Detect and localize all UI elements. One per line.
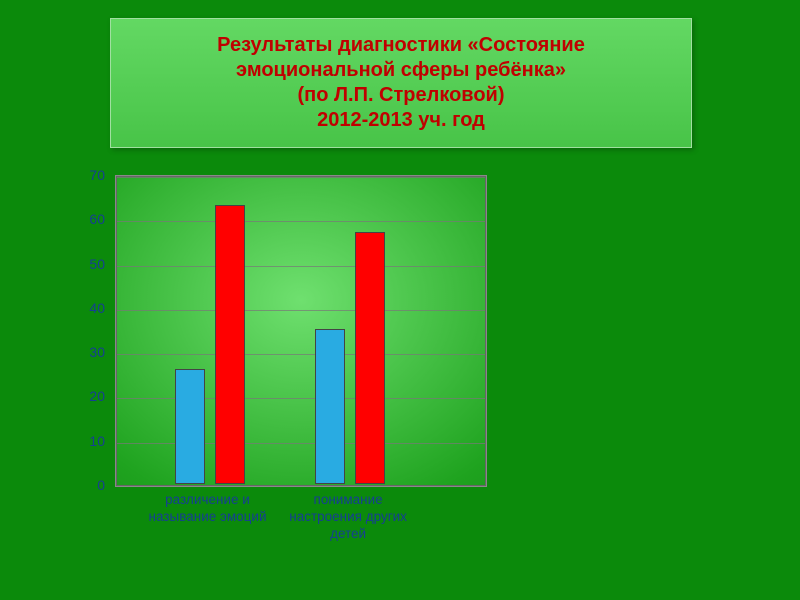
y-tick-label: 10 <box>65 433 105 449</box>
y-tick-label: 40 <box>65 300 105 316</box>
y-tick-label: 60 <box>65 211 105 227</box>
title-line-1: Результаты диагностики «Состояние <box>121 33 681 58</box>
gridline <box>117 221 485 222</box>
slide: Результаты диагностики «Состояние эмоцио… <box>0 0 800 600</box>
title-line-4: 2012-2013 уч. год <box>121 108 681 133</box>
gridline <box>117 266 485 267</box>
bar <box>175 369 205 484</box>
bar <box>315 329 345 484</box>
y-tick-label: 20 <box>65 388 105 404</box>
x-tick-label: различение и называние эмоций <box>138 492 278 526</box>
y-tick-label: 30 <box>65 344 105 360</box>
x-tick-label: понимание настроения других детей <box>278 492 418 543</box>
gridline <box>117 310 485 311</box>
title-line-2: эмоциональной сферы ребёнка» <box>121 58 681 83</box>
bar-chart: 010203040506070 различение и называние э… <box>65 175 495 565</box>
x-axis-labels: различение и называние эмоцийпонимание н… <box>115 490 485 560</box>
y-tick-label: 50 <box>65 256 105 272</box>
bar <box>355 232 385 484</box>
bar <box>215 205 245 484</box>
gridline <box>117 398 485 399</box>
plot-frame <box>115 175 487 487</box>
title-line-3: (по Л.П. Стрелковой) <box>121 83 681 108</box>
gridline <box>117 443 485 444</box>
y-axis-ticks: 010203040506070 <box>65 175 115 485</box>
title-box: Результаты диагностики «Состояние эмоцио… <box>110 18 692 148</box>
plot-area <box>116 176 486 486</box>
y-tick-label: 70 <box>65 167 105 183</box>
gridline <box>117 354 485 355</box>
y-tick-label: 0 <box>65 477 105 493</box>
gridline <box>117 177 485 178</box>
